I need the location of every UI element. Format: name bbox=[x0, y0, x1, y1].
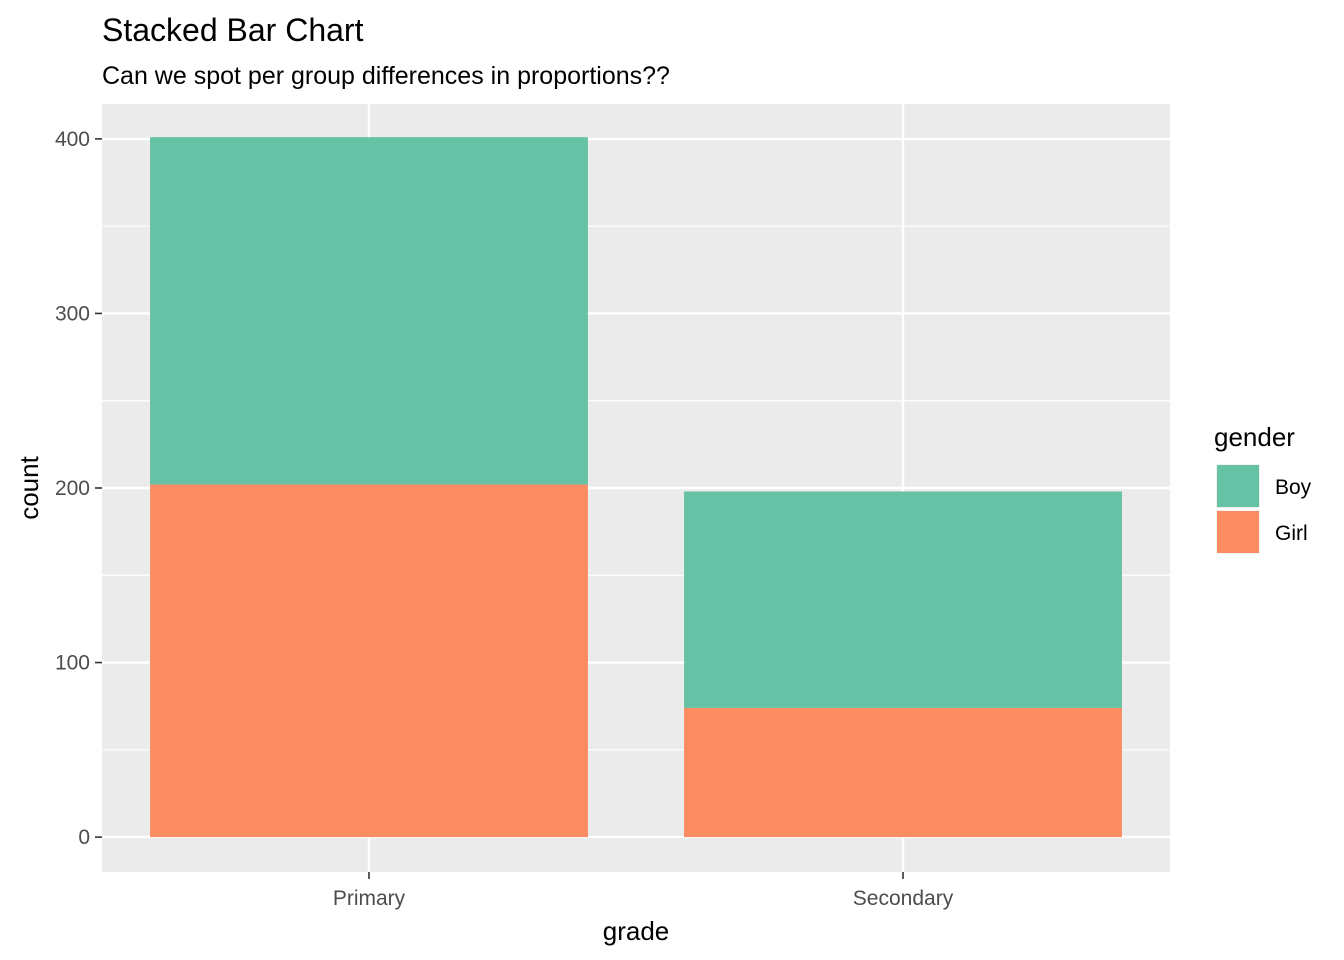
legend-label-boy: Boy bbox=[1275, 476, 1312, 499]
y-tick-label: 100 bbox=[55, 652, 90, 675]
chart-subtitle: Can we spot per group differences in pro… bbox=[102, 62, 670, 90]
legend-swatch-boy bbox=[1217, 465, 1259, 507]
x-tick-label: Primary bbox=[333, 887, 406, 910]
y-tick-label: 200 bbox=[55, 477, 90, 500]
bar-secondary-girl bbox=[684, 707, 1122, 838]
axes: 0 100 200 300 400 Primary Secondary bbox=[55, 128, 954, 910]
chart-title: Stacked Bar Chart bbox=[102, 12, 364, 48]
legend-title: gender bbox=[1214, 422, 1295, 452]
bar-secondary-boy bbox=[684, 491, 1122, 708]
bar-primary-boy bbox=[150, 137, 588, 485]
x-axis-title: grade bbox=[603, 916, 670, 946]
legend-label-girl: Girl bbox=[1275, 522, 1308, 545]
y-tick-label: 300 bbox=[55, 302, 90, 325]
bars bbox=[150, 137, 1122, 838]
legend: Boy Girl bbox=[1216, 464, 1312, 554]
x-tick-label: Secondary bbox=[853, 887, 954, 910]
legend-swatch-girl bbox=[1217, 511, 1259, 553]
bar-primary-girl bbox=[150, 484, 588, 838]
y-tick-label: 400 bbox=[55, 128, 90, 151]
y-axis-title: count bbox=[14, 455, 44, 519]
y-tick-label: 0 bbox=[78, 826, 90, 849]
